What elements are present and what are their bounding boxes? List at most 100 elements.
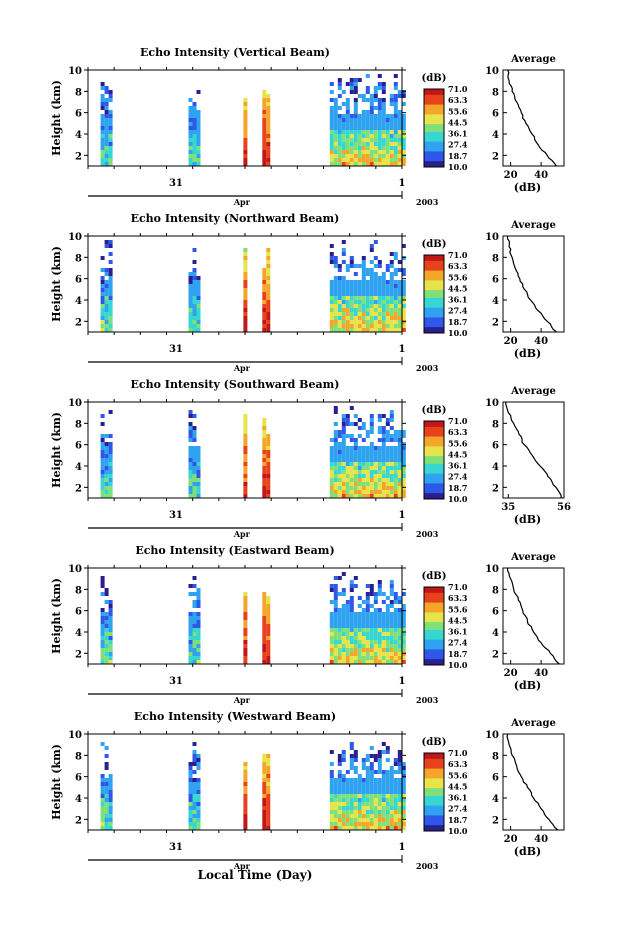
heatmap-cell [401,640,406,644]
heatmap-cell [329,814,334,818]
heatmap-cell [393,486,398,490]
heatmap-cell [100,268,105,272]
heatmap-cell [369,122,374,126]
heatmap-cell [192,742,197,746]
colorbar-swatch [424,147,444,150]
heatmap-cell [104,244,109,248]
heatmap-cell [243,482,248,486]
heatmap-cell [397,490,402,494]
heatmap-cell [369,110,374,114]
heatmap-cell [385,660,390,664]
colorbar-swatch [424,469,444,473]
heatmap-cell [333,640,338,644]
heatmap-cell [345,814,350,818]
x-tick-label: 1 [399,344,406,355]
heatmap-cell [196,636,201,640]
heatmap-cell [369,746,374,750]
heatmap-cell [188,118,193,122]
heatmap-cell [192,106,197,110]
heatmap-cell [337,818,342,822]
heatmap-cell [108,312,113,316]
heatmap-cell [365,284,370,288]
heatmap-cell [369,648,374,652]
heatmap-cell [353,466,358,470]
colorbar-swatch [424,471,444,475]
heatmap-cell [381,616,386,620]
heatmap-cell [365,138,370,142]
heatmap-cell [357,300,362,304]
heatmap-cell [381,146,386,150]
colorbar-swatch [424,626,444,629]
colorbar-swatch [424,475,444,479]
colorbar-tick-label: 55.6 [448,604,468,614]
heatmap-cell [349,162,354,166]
heatmap-cell [192,328,197,332]
heatmap-cell [381,806,386,810]
heatmap-cell [377,608,382,612]
heatmap-cell [365,158,370,162]
heatmap-cell [377,312,382,316]
heatmap-cell [385,750,390,754]
heatmap-cell [401,822,406,826]
heatmap-cell [100,640,105,644]
heatmap-cell [381,814,386,818]
heatmap-cell [393,478,398,482]
heatmap-cell [333,822,338,826]
heatmap-cell [381,620,386,624]
heatmap-cell [361,612,366,616]
heatmap-cell [104,766,109,770]
heatmap-cell [337,78,342,82]
colorbar-swatch [424,92,444,96]
heatmap-cell [349,786,354,790]
heatmap-cell [333,450,338,454]
heatmap-cell [243,608,248,612]
heatmap-cell [373,632,378,636]
heatmap-cell [381,438,386,442]
heatmap-cell [385,130,390,134]
colorbar-swatch [424,624,444,627]
heatmap-cell [262,90,267,94]
heatmap-cell [266,636,271,640]
heatmap-cell [266,624,271,628]
heatmap-cell [262,620,267,624]
y-tick-label: 2 [75,815,82,826]
colorbar-swatch [424,94,444,98]
heatmap-cell [341,312,346,316]
heatmap-cell [349,316,354,320]
heatmap-cell [373,648,378,652]
heatmap-cell [381,802,386,806]
heatmap-cell [108,90,113,94]
heatmap-cell [266,774,271,778]
heatmap-cell [397,770,402,774]
heatmap-cell [341,240,346,244]
heatmap-cell [100,292,105,296]
colorbar-swatch [424,104,444,108]
heatmap-cell [401,778,406,782]
heatmap-cell [385,652,390,656]
heatmap-cell [361,778,366,782]
heatmap-cell [385,450,390,454]
colorbar-swatch [424,102,444,106]
heatmap-cell [329,470,334,474]
average-x-tick-label: 40 [534,668,548,679]
heatmap-cell [349,766,354,770]
heatmap-cell [381,98,386,102]
heatmap-cell [349,142,354,146]
heatmap-cell [345,648,350,652]
colorbar-swatch [424,294,444,297]
heatmap-cell [188,794,193,798]
heatmap-cell [393,640,398,644]
heatmap-cell [333,584,338,588]
heatmap-cell [333,446,338,450]
heatmap-cell [381,276,386,280]
heatmap-cell [397,470,402,474]
colorbar-tick-label: 63.3 [448,759,468,769]
heatmap-cell [393,296,398,300]
heatmap-cell [108,652,113,656]
heatmap-cell [100,94,105,98]
heatmap-cell [100,450,105,454]
heatmap-cell [381,632,386,636]
colorbar-swatch [424,598,444,602]
heatmap-cell [369,98,374,102]
colorbar-swatch [424,659,444,662]
